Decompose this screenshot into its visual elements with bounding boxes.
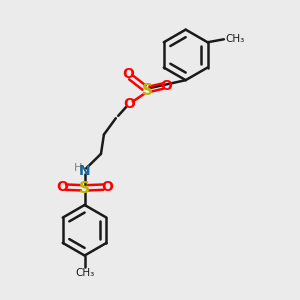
Text: S: S	[142, 83, 152, 98]
Text: CH₃: CH₃	[75, 268, 94, 278]
Text: O: O	[101, 180, 113, 194]
Text: H: H	[74, 164, 82, 173]
Text: S: S	[79, 181, 90, 196]
Text: O: O	[122, 67, 134, 81]
Text: O: O	[56, 180, 68, 194]
Text: O: O	[160, 79, 172, 93]
Text: N: N	[79, 164, 90, 178]
Text: CH₃: CH₃	[225, 34, 244, 44]
Text: O: O	[123, 97, 135, 111]
